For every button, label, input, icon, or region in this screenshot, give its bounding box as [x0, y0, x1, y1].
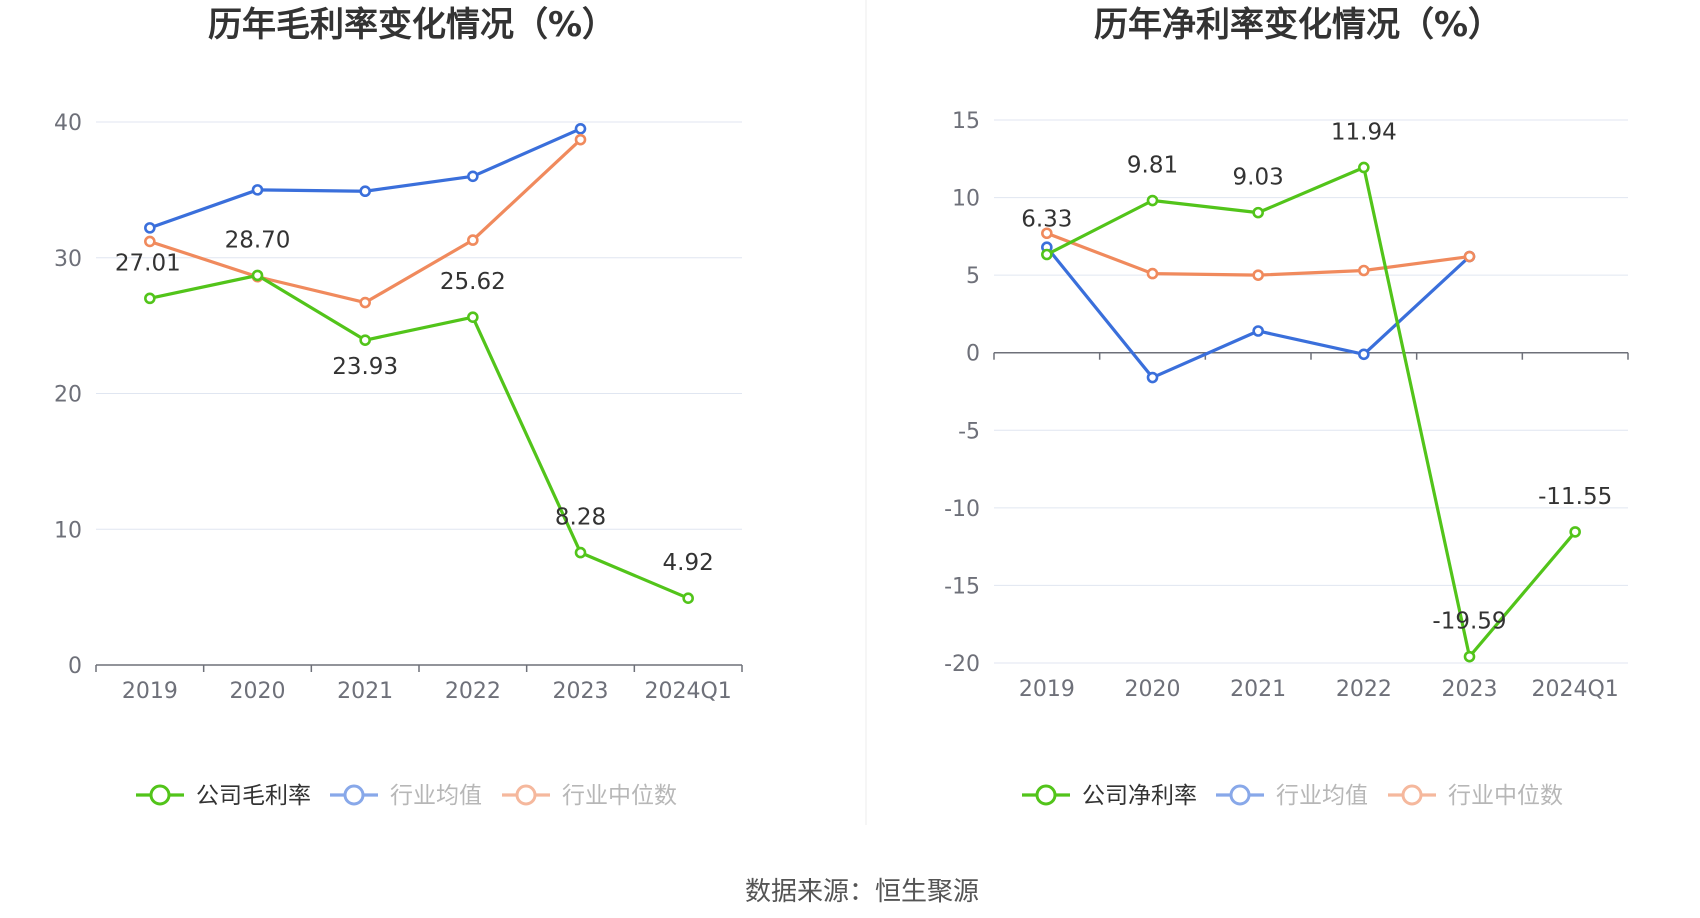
x-tick-label: 2021 — [1230, 677, 1286, 702]
data-label: 11.94 — [1331, 119, 1397, 145]
legend-marker — [343, 784, 365, 806]
legend-marker — [515, 784, 537, 806]
x-tick-label: 2019 — [122, 679, 178, 704]
data-point-industry_median[interactable] — [1358, 264, 1370, 277]
y-tick-label: 10 — [54, 518, 82, 543]
x-tick-label: 2023 — [1442, 677, 1498, 702]
legend-item-industry_avg[interactable]: 行业均值 — [1216, 783, 1368, 809]
data-point-industry_avg[interactable] — [1252, 325, 1264, 337]
data-point-company[interactable] — [467, 311, 479, 324]
data-label: -11.55 — [1538, 484, 1612, 510]
data-label: 4.92 — [663, 550, 714, 576]
data-point-industry_median[interactable] — [1041, 227, 1053, 240]
data-label: 25.62 — [440, 269, 506, 295]
legend-label: 行业均值 — [1276, 783, 1368, 809]
legend-marker — [1035, 784, 1057, 806]
data-point-industry_avg[interactable] — [1146, 371, 1159, 384]
x-tick-label: 2024Q1 — [1532, 677, 1619, 702]
data-point-company[interactable] — [682, 592, 694, 605]
data-point-industry_median[interactable] — [1146, 267, 1159, 280]
legend-label: 公司净利率 — [1082, 783, 1197, 809]
data-point-company[interactable] — [574, 546, 587, 559]
data-source: 数据来源：恒生聚源 — [745, 877, 979, 907]
legend-label: 行业均值 — [390, 783, 482, 809]
data-label: 9.81 — [1127, 153, 1178, 179]
y-tick-label: 0 — [68, 654, 82, 679]
data-point-industry_avg[interactable] — [467, 170, 479, 183]
data-point-industry_median[interactable] — [1463, 250, 1476, 263]
chart-title: 历年净利率变化情况（%） — [1094, 5, 1502, 45]
legend-label: 公司毛利率 — [196, 783, 311, 809]
data-point-company[interactable] — [251, 269, 264, 282]
y-tick-label: -10 — [944, 497, 980, 522]
data-point-industry_median[interactable] — [574, 133, 587, 146]
x-tick-label: 2024Q1 — [645, 679, 732, 704]
y-tick-label: 30 — [54, 247, 82, 272]
gross-margin-chart: 历年毛利率变化情况（%） 0 10 20 30 40 2019 2020 2021 2022 202… — [54, 5, 743, 809]
legend-marker — [1229, 784, 1251, 806]
data-point-company[interactable] — [1146, 194, 1159, 207]
series-line-company — [1046, 165, 1577, 659]
data-point-industry_median[interactable] — [144, 235, 156, 248]
data-label: 23.93 — [332, 354, 398, 380]
y-tick-label: -5 — [958, 419, 980, 444]
data-point-company[interactable] — [359, 334, 371, 346]
series-line-company — [149, 273, 689, 600]
data-point-industry_median[interactable] — [1252, 269, 1264, 281]
data-point-industry_median[interactable] — [467, 234, 479, 246]
data-point-company[interactable] — [1358, 161, 1370, 174]
data-point-company[interactable] — [1252, 206, 1264, 219]
x-tick-label: 2020 — [1125, 677, 1181, 702]
data-point-industry_avg[interactable] — [251, 184, 264, 196]
legend-marker — [1401, 784, 1423, 806]
data-point-industry_avg[interactable] — [144, 222, 156, 234]
y-tick-label: 40 — [54, 111, 82, 136]
y-tick-label: 20 — [54, 383, 82, 408]
data-label: -19.59 — [1432, 609, 1506, 635]
y-tick-label: 0 — [966, 342, 980, 367]
data-label: 28.70 — [225, 227, 291, 253]
data-label: 9.03 — [1233, 165, 1284, 191]
y-tick-label: 5 — [966, 264, 980, 289]
series-line-industry_median — [1046, 231, 1470, 277]
y-tick-label: 15 — [952, 109, 980, 134]
data-point-company[interactable] — [1041, 248, 1053, 261]
legend-label: 行业中位数 — [1448, 783, 1563, 809]
x-tick-label: 2020 — [230, 679, 286, 704]
x-tick-label: 2019 — [1019, 677, 1075, 702]
x-tick-label: 2021 — [337, 679, 393, 704]
y-tick-label: -20 — [944, 652, 980, 677]
data-point-industry_avg[interactable] — [359, 185, 371, 198]
data-point-company[interactable] — [144, 292, 156, 305]
series-line-industry_avg — [149, 127, 582, 230]
legend-marker — [149, 784, 171, 806]
legend-label: 行业中位数 — [562, 783, 677, 809]
data-point-company[interactable] — [1569, 526, 1581, 538]
data-point-industry_avg[interactable] — [1358, 348, 1370, 361]
x-tick-label: 2022 — [445, 679, 501, 704]
y-tick-label: 10 — [952, 187, 980, 212]
data-point-industry_median[interactable] — [359, 296, 371, 309]
data-point-industry_avg[interactable] — [574, 122, 587, 135]
x-tick-label: 2022 — [1336, 677, 1392, 702]
data-label: 27.01 — [115, 250, 181, 276]
x-tick-label: 2023 — [553, 679, 609, 704]
series-line-industry_median — [149, 138, 582, 305]
legend-item-industry_avg[interactable]: 行业均值 — [330, 783, 482, 809]
data-point-company[interactable] — [1463, 650, 1476, 663]
net-margin-chart: 历年净利率变化情况（%） -20 -15 -10 -5 0 5 10 15 2019 2020 202… — [944, 5, 1629, 809]
legend-item-industry_median[interactable]: 行业中位数 — [502, 783, 677, 809]
legend-item-industry_median[interactable]: 行业中位数 — [1388, 783, 1563, 809]
chart-title: 历年毛利率变化情况（%） — [208, 5, 616, 45]
y-tick-label: -15 — [944, 574, 980, 599]
legend-item-company[interactable]: 公司毛利率 — [136, 783, 311, 809]
data-label: 8.28 — [555, 505, 606, 531]
legend-item-company[interactable]: 公司净利率 — [1022, 783, 1197, 809]
data-label: 6.33 — [1021, 207, 1072, 233]
